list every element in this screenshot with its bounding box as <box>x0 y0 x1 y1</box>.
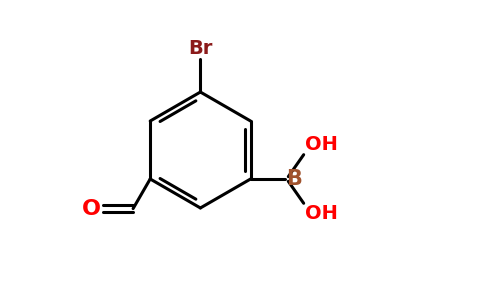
Text: Br: Br <box>188 39 212 58</box>
Text: O: O <box>81 199 100 219</box>
Text: B: B <box>286 169 302 189</box>
Text: OH: OH <box>305 204 338 223</box>
Text: OH: OH <box>305 135 338 154</box>
